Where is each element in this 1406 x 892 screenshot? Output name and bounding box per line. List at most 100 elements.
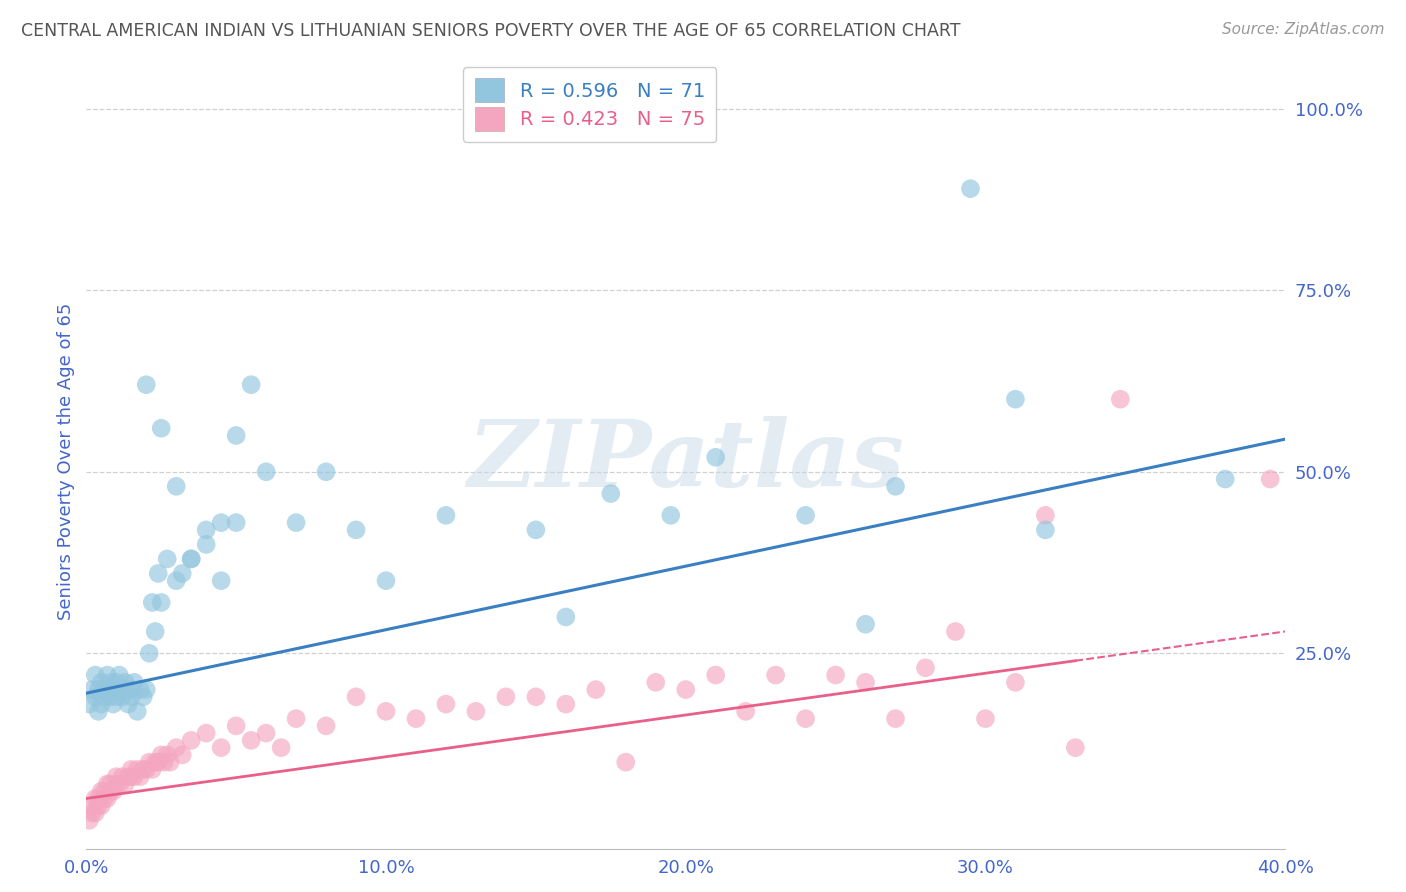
Point <box>405 712 427 726</box>
Point <box>148 566 170 581</box>
Legend: R = 0.596   N = 71, R = 0.423   N = 75: R = 0.596 N = 71, R = 0.423 N = 75 <box>463 67 717 143</box>
Point <box>103 784 125 798</box>
Point <box>855 675 877 690</box>
Point <box>884 479 907 493</box>
Point <box>375 574 398 588</box>
Point <box>79 697 101 711</box>
Point <box>1004 675 1026 690</box>
Point <box>82 805 104 820</box>
Point <box>117 697 139 711</box>
Point <box>165 740 187 755</box>
Point <box>114 675 136 690</box>
Point <box>1213 472 1236 486</box>
Point <box>495 690 517 704</box>
Point <box>159 755 181 769</box>
Point <box>195 726 218 740</box>
Point <box>96 777 118 791</box>
Point <box>135 763 157 777</box>
Point <box>114 682 136 697</box>
Point <box>96 791 118 805</box>
Point <box>84 668 107 682</box>
Point <box>105 777 128 791</box>
Point <box>180 552 202 566</box>
Point <box>659 508 682 523</box>
Point <box>794 712 817 726</box>
Point <box>93 690 115 704</box>
Point <box>794 508 817 523</box>
Point <box>84 791 107 805</box>
Point <box>87 791 110 805</box>
Point <box>98 690 121 704</box>
Point <box>122 675 145 690</box>
Point <box>554 610 576 624</box>
Point <box>127 763 149 777</box>
Point <box>87 798 110 813</box>
Point <box>1109 392 1132 407</box>
Point <box>884 712 907 726</box>
Point <box>153 755 176 769</box>
Point <box>165 574 187 588</box>
Point <box>914 661 936 675</box>
Point <box>434 508 457 523</box>
Point <box>120 770 142 784</box>
Point <box>141 595 163 609</box>
Point <box>434 697 457 711</box>
Point <box>105 690 128 704</box>
Point <box>87 704 110 718</box>
Point <box>135 682 157 697</box>
Point <box>98 675 121 690</box>
Point <box>524 523 547 537</box>
Point <box>585 682 607 697</box>
Point <box>254 726 277 740</box>
Point <box>209 740 232 755</box>
Point <box>93 682 115 697</box>
Point <box>87 682 110 697</box>
Point <box>524 690 547 704</box>
Point <box>108 682 131 697</box>
Point <box>114 777 136 791</box>
Point <box>464 704 486 718</box>
Point <box>90 784 112 798</box>
Point <box>93 784 115 798</box>
Point <box>644 675 666 690</box>
Point <box>195 537 218 551</box>
Point <box>96 668 118 682</box>
Point <box>79 814 101 828</box>
Point <box>93 791 115 805</box>
Point <box>156 747 179 762</box>
Point <box>122 770 145 784</box>
Point <box>945 624 967 639</box>
Text: CENTRAL AMERICAN INDIAN VS LITHUANIAN SENIORS POVERTY OVER THE AGE OF 65 CORRELA: CENTRAL AMERICAN INDIAN VS LITHUANIAN SE… <box>21 22 960 40</box>
Point <box>1258 472 1281 486</box>
Point <box>96 682 118 697</box>
Point <box>195 523 218 537</box>
Point <box>1064 740 1087 755</box>
Point <box>270 740 292 755</box>
Point <box>150 747 173 762</box>
Point <box>111 682 134 697</box>
Point <box>1035 523 1057 537</box>
Point <box>120 682 142 697</box>
Point <box>105 770 128 784</box>
Point <box>375 704 398 718</box>
Point <box>254 465 277 479</box>
Point <box>315 719 337 733</box>
Point <box>143 624 166 639</box>
Point <box>143 755 166 769</box>
Point <box>225 428 247 442</box>
Text: ZIPatlas: ZIPatlas <box>467 416 904 506</box>
Point <box>344 690 367 704</box>
Point <box>84 805 107 820</box>
Point <box>1004 392 1026 407</box>
Point <box>150 595 173 609</box>
Point <box>209 516 232 530</box>
Point <box>127 704 149 718</box>
Point <box>90 697 112 711</box>
Point <box>1035 508 1057 523</box>
Point <box>120 763 142 777</box>
Point <box>111 690 134 704</box>
Point <box>734 704 756 718</box>
Point <box>974 712 997 726</box>
Point <box>165 479 187 493</box>
Point <box>138 755 160 769</box>
